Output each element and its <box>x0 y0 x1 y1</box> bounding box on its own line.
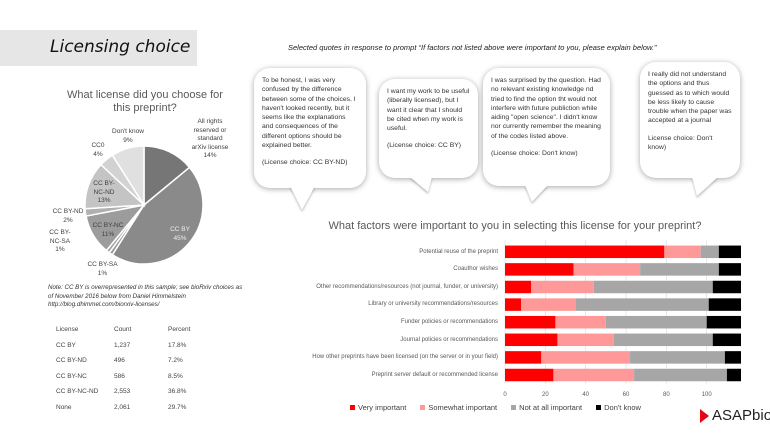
bar-segment <box>505 333 558 347</box>
bar-chart-title: What factors were important to you in se… <box>328 220 702 232</box>
bar-segment <box>531 280 594 294</box>
bar-segment <box>724 351 741 364</box>
category-label: How other preprints have been licensed (… <box>312 354 498 361</box>
prompt-text: Selected quotes in response to prompt “I… <box>288 43 657 52</box>
bar-segment <box>573 263 641 276</box>
legend-item: Not at all important <box>511 403 582 412</box>
bar-segment <box>505 315 556 329</box>
bar-segment <box>613 333 713 347</box>
pie-label-dont-know: Don't know 9% <box>112 128 144 144</box>
pie-label-cc-by-nc-sa: CC BY-NC-SA 1% <box>49 229 71 253</box>
quote-text: To be honest, I was very confused by the… <box>262 77 356 150</box>
quote-text: I was surprised by the question. Had no … <box>491 77 601 140</box>
bar-segment <box>630 351 725 364</box>
bar-segment <box>505 280 532 294</box>
chevron-logo-icon <box>700 408 709 423</box>
quote-bubble-3: I was surprised by the question. Had no … <box>483 68 610 186</box>
bar-segment <box>718 245 741 259</box>
bar-segment <box>718 263 741 276</box>
x-tick-label: 100 <box>701 392 712 398</box>
pie-chart <box>84 145 204 265</box>
bar-segment <box>557 333 614 347</box>
bar-segment <box>593 280 713 294</box>
bar-segment <box>605 315 707 329</box>
bar-legend: Very important Somewhat important Not at… <box>350 403 641 412</box>
category-label: Other recommendations/resources (not jou… <box>316 283 498 290</box>
table-row: CC BY-ND 496 7.2% <box>56 357 183 365</box>
bar-segment <box>505 298 522 311</box>
bar-segment <box>708 298 741 311</box>
pie-title: What license did you choose for this pre… <box>67 89 223 114</box>
pie-slice <box>143 145 191 207</box>
table-row: CC BY 1,237 17.8% <box>56 341 187 349</box>
category-label: Coauthor wishes <box>453 266 498 273</box>
table-row: CC BY-NC 586 8.5% <box>56 372 183 380</box>
pie-slice <box>111 145 145 208</box>
x-tick-label: 80 <box>663 392 670 398</box>
note-text: Note: CC BY is overrepresented in this s… <box>48 284 243 308</box>
bar-segment <box>505 351 542 364</box>
quote-bubble-1: To be honest, I was very confused by the… <box>254 68 366 188</box>
table-row: CC BY-NC-ND 2,553 36.8% <box>56 388 187 396</box>
pie-label-cc0: CC0 4% <box>91 142 105 158</box>
pie-label-cc-by-nd: CC BY-ND 2% <box>52 208 84 224</box>
bar-segment <box>505 263 574 276</box>
category-label: Library or university recommendations/re… <box>368 301 498 308</box>
x-tick-label: 20 <box>541 392 549 398</box>
bar-segment <box>575 298 709 311</box>
quote-bubble-2: I want my work to be useful (liberally l… <box>379 79 478 178</box>
bar-segment <box>505 368 554 382</box>
bar-segment <box>553 368 635 382</box>
pie-label-cc-by: CC BY 45% <box>170 226 190 242</box>
category-label: Funder policies or recommendations <box>400 318 498 325</box>
category-label: Journal policies or recommendations <box>400 336 498 343</box>
asapbio-logo: ASAPbio <box>700 407 770 424</box>
bar-segment <box>664 245 701 259</box>
bar-segment <box>521 298 576 311</box>
category-label: Preprint server default or recommended l… <box>371 371 498 378</box>
pie-label-cc-by-sa: CC BY-SA 1% <box>87 261 118 277</box>
x-tick-label: 60 <box>622 392 630 398</box>
pie-label-cc-by-nc-nd: CC BY-NC-ND 13% <box>93 180 115 204</box>
quote-choice: (License choice: CC BY-ND) <box>262 159 348 167</box>
license-table: License Count Percent CC BY 1,237 17.8% CC B… <box>56 322 190 415</box>
quote-bubble-4: I really did not understand the options … <box>640 62 740 178</box>
x-tick-label: 0 <box>503 392 507 398</box>
bar-segment <box>634 368 727 382</box>
category-label: Potential reuse of the preprint <box>419 248 498 255</box>
bar-segment <box>640 263 719 276</box>
bar-segment <box>555 315 606 329</box>
bar-segment <box>712 280 741 294</box>
x-tick-label: 40 <box>582 392 590 398</box>
bar-segment <box>712 333 741 347</box>
quote-text: I want my work to be useful (liberally l… <box>387 88 470 133</box>
quote-choice: License choice: Don't know) <box>648 134 713 152</box>
pie-slice <box>111 166 204 265</box>
table-header: License Count Percent <box>56 326 191 334</box>
quote-text: I really did not understand the options … <box>648 71 732 125</box>
pie-label-cc-by-nc: CC BY-NC 11% <box>92 222 124 238</box>
slide-title: Licensing choice <box>50 37 191 57</box>
legend-item: Somewhat important <box>420 403 497 412</box>
quote-choice: (License choice: Don't know) <box>491 150 578 158</box>
legend-item: Don't know <box>596 403 641 412</box>
pie-label-all-rights: All rights reserved or standard arXiv li… <box>191 118 229 159</box>
bar-segment <box>706 315 741 329</box>
table-row: None 2,061 29.7% <box>56 403 187 411</box>
bar-segment <box>541 351 631 364</box>
bar-segment <box>505 245 665 259</box>
title-bar: Licensing choice <box>0 30 197 66</box>
quote-choice: (License choice: CC BY) <box>387 142 462 150</box>
bar-segment <box>726 368 741 382</box>
bar-segment <box>700 245 719 259</box>
legend-item: Very important <box>350 403 406 412</box>
